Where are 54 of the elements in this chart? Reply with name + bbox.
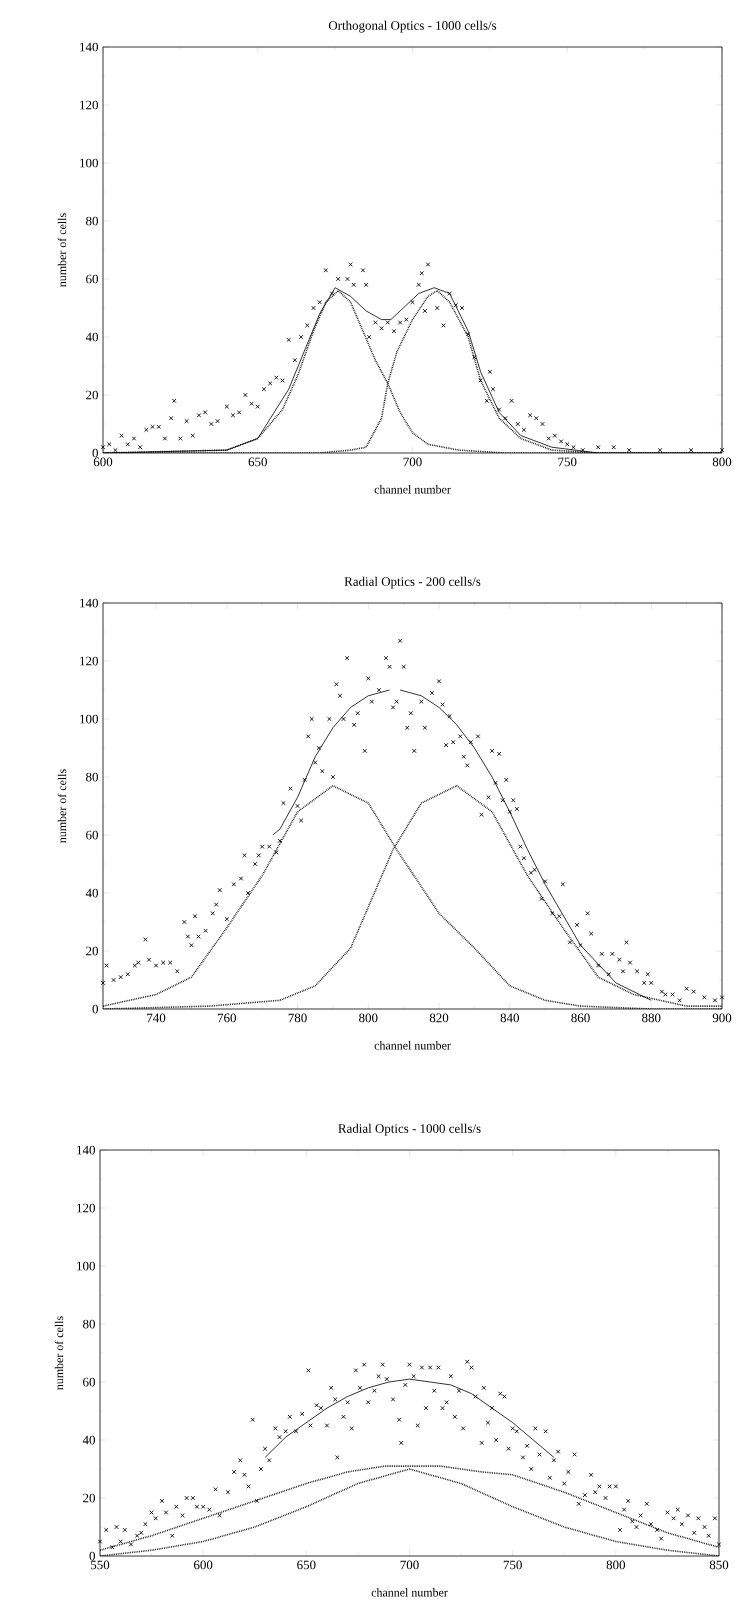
y-tick-label: 60 <box>83 1377 95 1387</box>
y-tick-label: 60 <box>86 274 98 284</box>
x-tick-label: 650 <box>248 457 267 467</box>
y-tick-label: 20 <box>86 946 98 956</box>
y-axis-title: number of cells <box>57 213 67 287</box>
y-tick-label: 40 <box>85 332 98 342</box>
y-tick-label: 100 <box>80 158 98 168</box>
y-tick-label: 40 <box>85 888 98 898</box>
x-tick-label: 600 <box>194 1560 213 1570</box>
x-tick-label: 800 <box>359 1013 378 1023</box>
y-tick-label: 100 <box>80 714 98 724</box>
y-tick-label: 100 <box>77 1261 95 1271</box>
x-tick-label: 750 <box>503 1560 522 1570</box>
x-tick-label: 880 <box>642 1013 661 1023</box>
y-tick-label: 140 <box>80 598 98 608</box>
y-tick-label: 140 <box>80 42 98 52</box>
x-axis-title: channel number <box>374 1041 451 1050</box>
y-tick-label: 20 <box>83 1493 95 1503</box>
x-tick-label: 650 <box>297 1560 316 1570</box>
x-tick-label: 850 <box>709 1560 729 1570</box>
x-axis-title: channel number <box>374 485 451 494</box>
y-tick-label: 0 <box>89 1551 95 1561</box>
y-tick-label: 120 <box>80 100 98 110</box>
y-tick-label: 40 <box>82 1435 95 1445</box>
x-tick-label: 600 <box>93 457 113 467</box>
x-tick-label: 800 <box>606 1560 626 1570</box>
x-tick-label: 700 <box>403 457 422 467</box>
y-tick-label: 80 <box>86 772 98 782</box>
x-tick-label: 840 <box>500 1013 519 1023</box>
y-tick-label: 80 <box>86 216 98 226</box>
x-tick-label: 860 <box>571 1013 590 1023</box>
x-tick-label: 900 <box>712 1013 732 1023</box>
y-axis-title: number of cells <box>54 1316 64 1390</box>
x-axis-title: channel number <box>371 1588 448 1597</box>
y-tick-label: 80 <box>83 1319 95 1329</box>
y-tick-label: 140 <box>77 1145 95 1155</box>
y-tick-label: 60 <box>86 830 98 840</box>
x-tick-label: 820 <box>429 1013 449 1023</box>
chart-title: Radial Optics - 200 cells/s <box>344 576 481 589</box>
x-tick-label: 760 <box>217 1013 237 1023</box>
x-tick-label: 700 <box>400 1560 419 1570</box>
x-tick-label: 780 <box>288 1013 307 1023</box>
y-tick-label: 120 <box>77 1203 95 1213</box>
x-tick-label: 800 <box>712 457 732 467</box>
x-tick-label: 750 <box>558 457 577 467</box>
y-tick-label: 0 <box>92 1004 98 1014</box>
chart-title: Orthogonal Optics - 1000 cells/s <box>328 20 497 33</box>
y-axis-title: number of cells <box>57 769 67 843</box>
y-tick-label: 20 <box>86 390 98 400</box>
x-tick-label: 740 <box>147 1013 166 1023</box>
y-tick-label: 120 <box>80 656 98 666</box>
chart-title: Radial Optics - 1000 cells/s <box>338 1123 481 1136</box>
x-tick-label: 550 <box>91 1560 110 1570</box>
y-tick-label: 0 <box>92 448 98 458</box>
